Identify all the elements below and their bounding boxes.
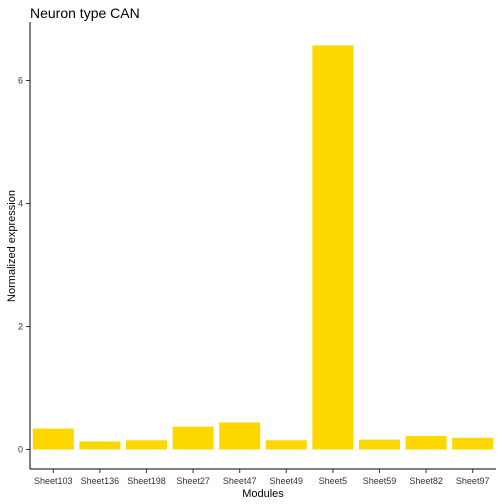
- bar-sheet47: [219, 422, 261, 450]
- bar-sheet59: [359, 439, 401, 450]
- chart-title: Neuron type CAN: [30, 5, 140, 21]
- x-tick-label: Sheet82: [409, 476, 443, 486]
- y-tick-label: 2: [18, 322, 23, 332]
- x-axis-title: Modules: [242, 488, 284, 500]
- x-axis-ticks: Sheet103 Sheet136 Sheet198 Sheet27 Sheet47 Sh…: [34, 469, 489, 486]
- x-tick-label: Sheet103: [34, 476, 73, 486]
- y-axis-ticks: 0 2 4 6: [18, 76, 30, 455]
- bar-sheet97: [452, 437, 494, 450]
- x-tick-label: Sheet59: [363, 476, 397, 486]
- bar-sheet49: [265, 440, 307, 450]
- x-tick-label: Sheet198: [127, 476, 166, 486]
- y-tick-label: 4: [18, 199, 23, 209]
- x-tick-label: Sheet49: [270, 476, 304, 486]
- x-tick-label: Sheet97: [456, 476, 490, 486]
- x-tick-label: Sheet5: [319, 476, 348, 486]
- bar-sheet136: [79, 441, 121, 450]
- bars-group: [32, 45, 494, 450]
- x-tick-label: Sheet136: [81, 476, 120, 486]
- x-tick-label: Sheet47: [223, 476, 257, 486]
- x-tick-label: Sheet27: [176, 476, 210, 486]
- y-tick-label: 6: [18, 76, 23, 86]
- y-tick-label: 0: [18, 445, 23, 455]
- bar-sheet5: [312, 45, 354, 450]
- y-axis-title: Normalized expression: [6, 190, 18, 302]
- bar-sheet198: [126, 440, 168, 450]
- bar-sheet27: [172, 426, 214, 450]
- bar-sheet82: [405, 435, 447, 450]
- bar-sheet103: [32, 428, 74, 450]
